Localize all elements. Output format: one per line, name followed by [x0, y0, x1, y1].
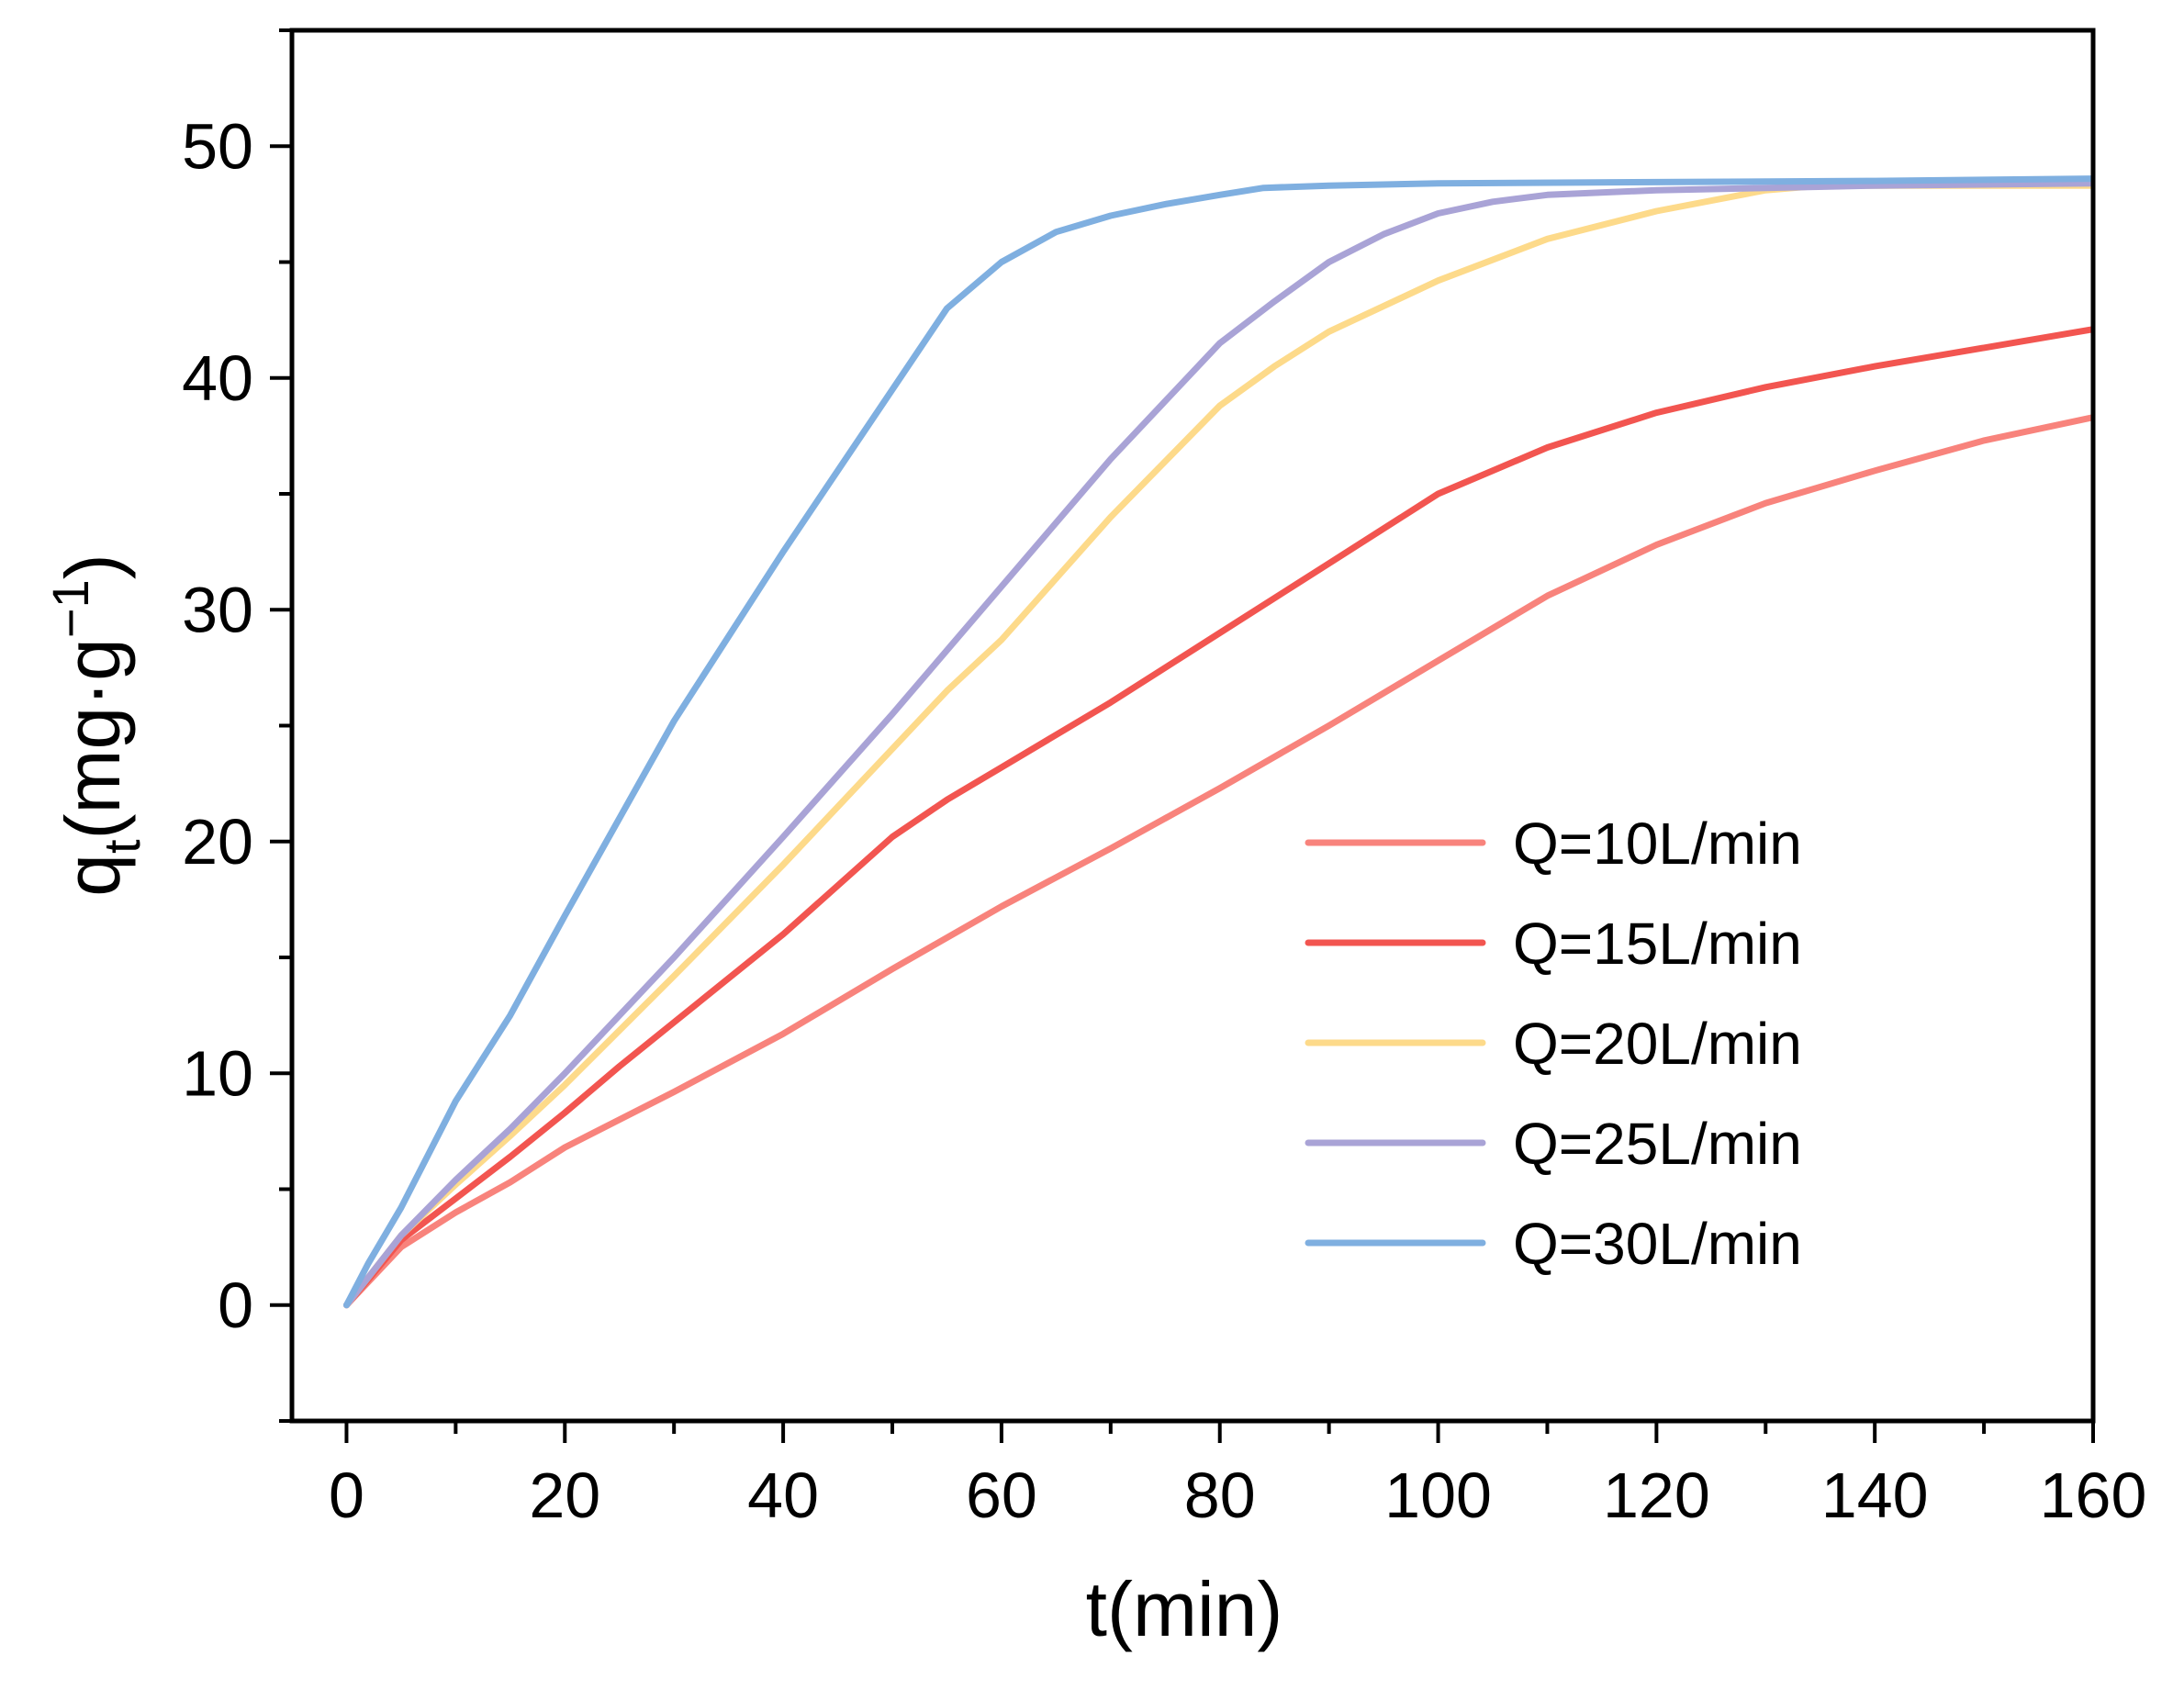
legend-label-2: Q=15L/min: [1513, 911, 1802, 977]
y-axis-title-unit-end: ): [50, 554, 136, 579]
y-tick-label: 40: [182, 342, 253, 414]
legend-label-5: Q=30L/min: [1513, 1211, 1802, 1277]
legend-label-1: Q=10L/min: [1513, 811, 1802, 877]
y-axis-title-main: q: [50, 854, 136, 897]
x-tick-label: 140: [1821, 1460, 1929, 1531]
x-tick-label: 160: [2040, 1460, 2147, 1531]
y-axis: 0 10 20 30 40 50: [182, 28, 292, 1423]
x-tick-label: 60: [966, 1460, 1037, 1531]
x-axis-title: t(min): [1086, 1566, 1283, 1652]
x-tick-label: 80: [1184, 1460, 1256, 1531]
series-line-2: [343, 326, 2093, 1309]
y-tick-label: 50: [182, 110, 253, 182]
series-layer: [343, 175, 2093, 1309]
y-tick-label: 0: [218, 1270, 253, 1341]
series-line-5: [343, 175, 2093, 1309]
x-tick-label: 40: [747, 1460, 819, 1531]
y-tick-label: 30: [182, 574, 253, 645]
series-line-4: [343, 180, 2093, 1309]
plot-frame: [289, 28, 2096, 1424]
legend-label-3: Q=20L/min: [1513, 1011, 1802, 1077]
legend-label-4: Q=25L/min: [1513, 1111, 1802, 1177]
series-line-1: [343, 414, 2093, 1309]
y-tick-label: 10: [182, 1037, 253, 1109]
x-tick-label: 100: [1384, 1460, 1492, 1531]
legend: Q=10L/min Q=15L/min Q=20L/min Q=25L/min Q=30…: [1305, 811, 1802, 1277]
x-axis: 0 20 40 60 80 100 120 140 160: [329, 1421, 2146, 1531]
y-axis-title-superscript: −1: [41, 579, 99, 638]
x-tick-label: 0: [329, 1460, 364, 1531]
y-axis-title-subscript: t: [93, 839, 151, 854]
series-line-3: [343, 182, 2093, 1309]
x-tick-label: 120: [1603, 1460, 1710, 1531]
x-tick-label: 20: [529, 1460, 600, 1531]
y-tick-label: 20: [182, 806, 253, 878]
y-axis-title-unit-start: (mg·g: [50, 638, 136, 839]
y-axis-title: qt(mg·g−1): [41, 554, 151, 896]
